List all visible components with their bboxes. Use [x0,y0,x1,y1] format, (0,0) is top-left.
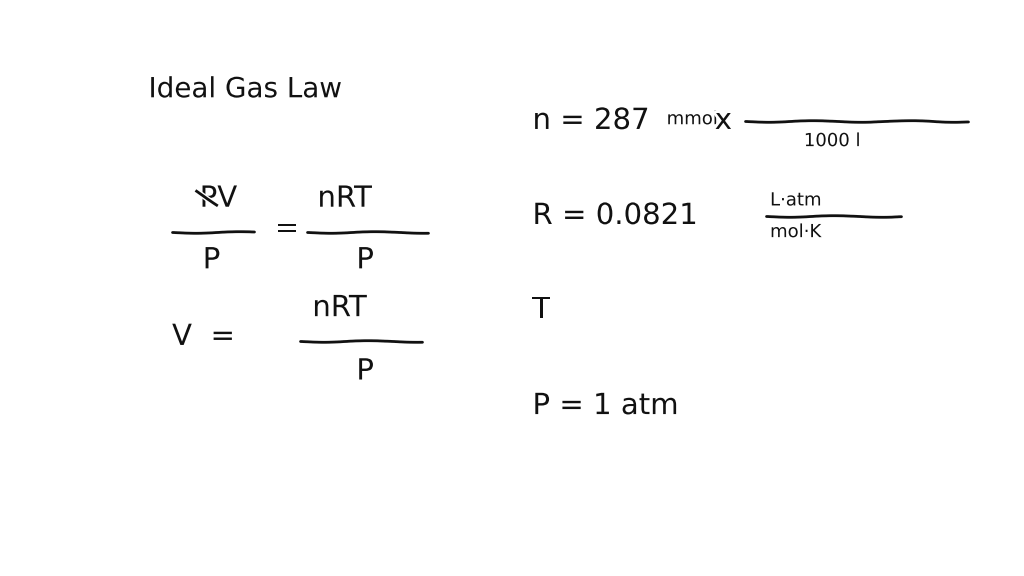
Text: nRT: nRT [317,185,372,213]
Text: P: P [203,247,220,274]
Text: L·atm: L·atm [770,191,821,210]
Text: PV: PV [200,185,238,213]
Text: P: P [356,247,374,274]
Text: x: x [715,107,732,135]
Text: T: T [532,296,550,324]
Text: R = 0.0821: R = 0.0821 [532,202,697,230]
Text: =: = [274,215,299,243]
Text: P = 1 atm: P = 1 atm [532,392,679,420]
Text: n = 287: n = 287 [532,107,649,135]
Text: V  =: V = [172,323,234,351]
Text: Ideal Gas Law: Ideal Gas Law [148,75,342,103]
Text: mmol: mmol [667,110,718,128]
Text: P: P [356,358,374,385]
Text: mol·K: mol·K [770,223,821,241]
Text: nRT: nRT [312,294,367,322]
Text: 1000 l: 1000 l [804,132,860,150]
